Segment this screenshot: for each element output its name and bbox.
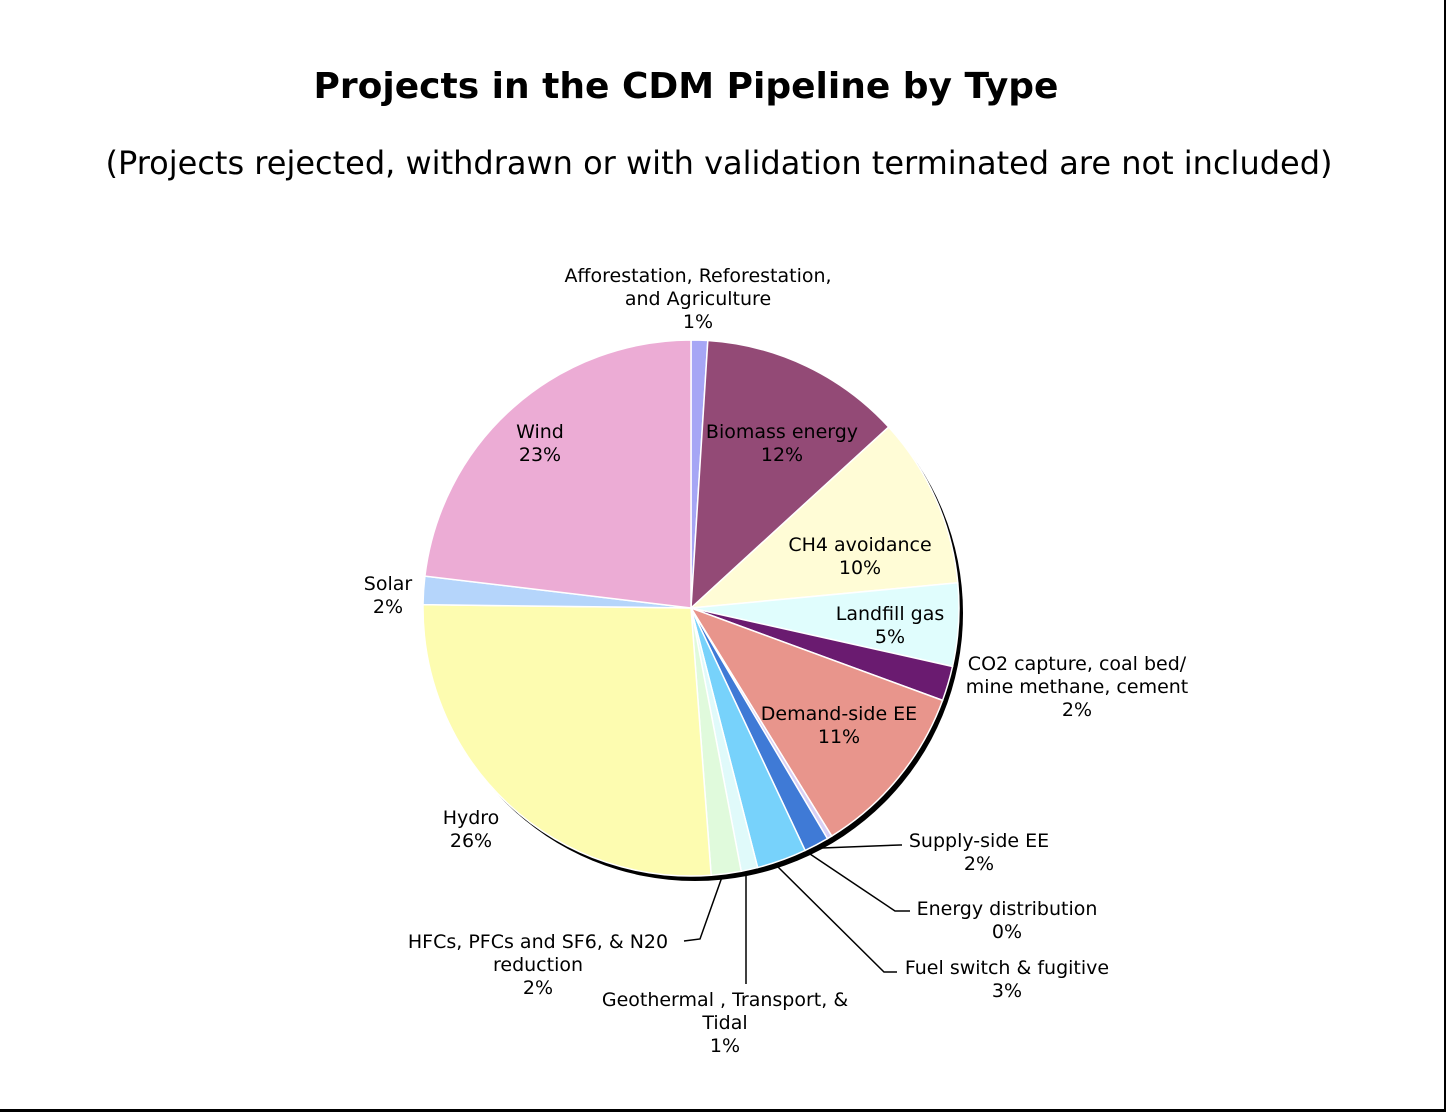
slice-label-fuel-switch-fugitive: Fuel switch & fugitive 3% (905, 957, 1109, 1002)
slice-name-fuel-switch-fugitive: Fuel switch & fugitive (905, 957, 1109, 979)
leader-line-hfcs-pfcs-and-sf6-n20-reduction (683, 876, 723, 942)
slice-label-hydro: Hydro 26% (443, 807, 500, 852)
slice-name-ch4-avoidance: CH4 avoidance (788, 534, 931, 556)
slice-name-biomass-energy: Biomass energy (706, 421, 858, 443)
slice-percent-co2-capture-coal-bed-mine-methane-cement: 2% (1062, 699, 1092, 721)
slice-percent-hfcs-pfcs-and-sf6-n20-reduction: 2% (523, 977, 553, 999)
slice-name-afforestation-reforestation-and-agriculture: Afforestation, Reforestation, (564, 265, 831, 287)
pie-slice-biomass-energy (690, 339, 890, 610)
slice-label-co2-capture-coal-bed-mine-methane-cement: CO2 capture, coal bed/mine methane, ceme… (966, 653, 1189, 721)
slice-percent-demand-side-ee: 11% (818, 726, 860, 748)
leader-line-fuel-switch-fugitive (776, 865, 897, 973)
slice-percent-solar: 2% (373, 596, 403, 618)
slice-percent-fuel-switch-fugitive: 3% (992, 980, 1022, 1002)
slice-name-afforestation-reforestation-and-agriculture: and Agriculture (625, 288, 771, 310)
slice-name-landfill-gas: Landfill gas (836, 603, 945, 625)
chart-subtitle: (Projects rejected, withdrawn or with va… (105, 144, 1333, 182)
leader-line-energy-distribution (809, 853, 910, 912)
slice-percent-hydro: 26% (450, 830, 492, 852)
slice-label-solar: Solar 2% (364, 573, 413, 618)
slice-percent-ch4-avoidance: 10% (839, 557, 881, 579)
slice-label-energy-distribution: Energy distribution 0% (917, 898, 1098, 943)
slice-name-supply-side-ee: Supply-side EE (909, 830, 1049, 852)
slice-label-geothermal-transport-tidal: Geothermal , Transport, & Tidal 1% (602, 989, 848, 1057)
slice-name-geothermal-transport-tidal: Geothermal , Transport, & (602, 989, 848, 1011)
slice-percent-energy-distribution: 0% (992, 921, 1022, 943)
slice-name-energy-distribution: Energy distribution (917, 898, 1098, 920)
slice-name-hydro: Hydro (443, 807, 500, 829)
slice-name-co2-capture-coal-bed-mine-methane-cement: mine methane, cement (966, 676, 1189, 698)
slice-name-hfcs-pfcs-and-sf6-n20-reduction: reduction (493, 954, 583, 976)
slice-name-solar: Solar (364, 573, 413, 595)
slice-label-landfill-gas: Landfill gas 5% (836, 603, 945, 648)
slice-name-wind: Wind (516, 421, 564, 443)
slice-label-wind: Wind 23% (516, 421, 564, 466)
slice-name-demand-side-ee: Demand-side EE (761, 703, 917, 725)
slice-label-supply-side-ee: Supply-side EE 2% (909, 830, 1049, 875)
slice-label-hfcs-pfcs-and-sf6-n20-reduction: HFCs, PFCs and SF6, & N20 reduction 2% (408, 931, 668, 999)
pie-slice-wind (424, 339, 692, 609)
chart-title: Projects in the CDM Pipeline by Type (313, 66, 1059, 107)
slice-percent-supply-side-ee: 2% (964, 853, 994, 875)
slice-label-biomass-energy: Biomass energy 12% (706, 421, 858, 466)
slice-percent-landfill-gas: 5% (875, 626, 905, 648)
slice-percent-geothermal-transport-tidal: 1% (710, 1035, 740, 1057)
slice-label-afforestation-reforestation-and-agriculture: Afforestation, Reforestation, and Agricul… (564, 265, 831, 333)
pie-slice-demand-side-ee (689, 606, 944, 838)
slice-percent-biomass-energy: 12% (761, 444, 803, 466)
leader-line-supply-side-ee (821, 844, 902, 849)
pie-slice-hydro (422, 603, 712, 877)
slice-name-hfcs-pfcs-and-sf6-n20-reduction: HFCs, PFCs and SF6, & N20 (408, 931, 668, 953)
slice-label-ch4-avoidance: CH4 avoidance 10% (788, 534, 931, 579)
slice-name-geothermal-transport-tidal: Tidal (701, 1012, 747, 1034)
slice-label-demand-side-ee: Demand-side EE 11% (761, 703, 917, 748)
slice-percent-wind: 23% (519, 444, 561, 466)
pie-slice-ch4-avoidance (688, 425, 959, 609)
slice-percent-afforestation-reforestation-and-agriculture: 1% (683, 311, 713, 333)
slice-name-co2-capture-coal-bed-mine-methane-cement: CO2 capture, coal bed/ (968, 653, 1187, 675)
